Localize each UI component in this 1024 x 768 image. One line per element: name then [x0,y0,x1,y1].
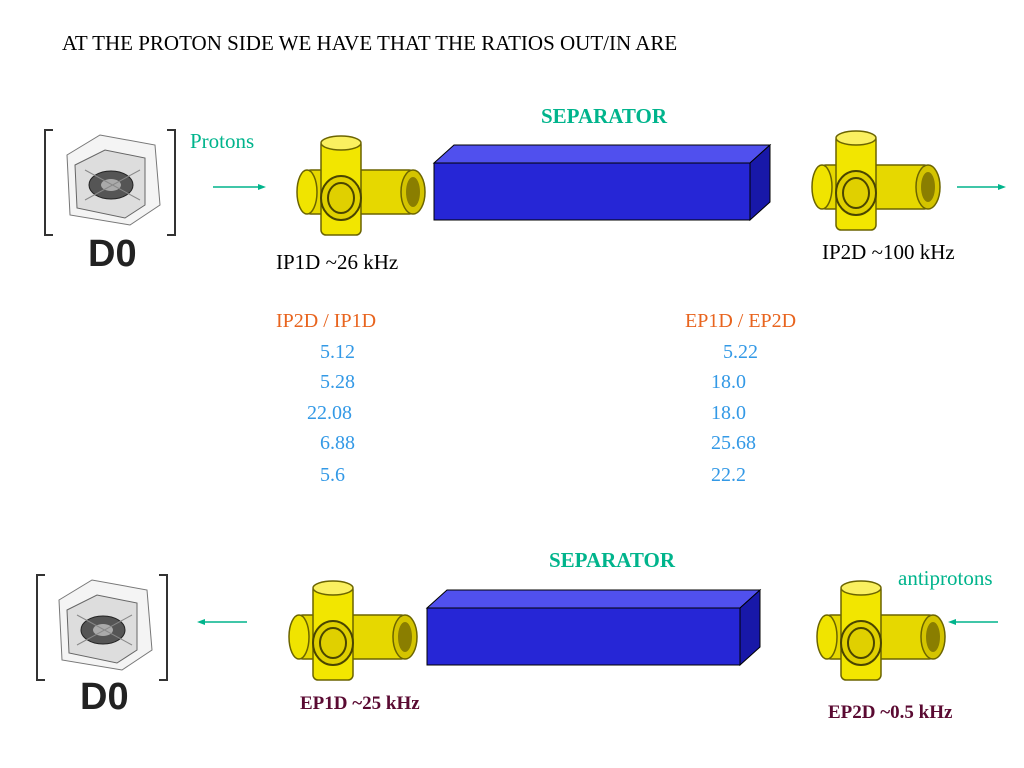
separator-label: SEPARATOR [541,104,668,128]
ratio-value: 22.2 [711,464,746,486]
separator-label: SEPARATOR [549,548,676,572]
arrow [948,619,998,625]
ratio-value: 5.28 [320,371,355,393]
beam-label: antiprotons [898,566,993,590]
rate-label: EP2D ~0.5 kHz [828,702,953,723]
ratio-value: 5.6 [320,464,345,486]
detector-label: D0 [80,676,129,718]
arrow [197,619,247,625]
detector-icon [36,574,168,681]
separator-box [432,143,772,222]
arrow [213,184,266,190]
title: AT THE PROTON SIDE WE HAVE THAT THE RATI… [62,31,677,55]
magnet [288,580,418,681]
separator-box [425,588,762,667]
beam-label: Protons [190,129,254,153]
arrow [957,184,1006,190]
magnet [811,130,941,231]
ratio-value: 6.88 [320,432,355,454]
magnet [296,135,426,236]
ratio-header: EP1D / EP2D [685,310,796,332]
detector-label: D0 [88,233,137,275]
detector-icon [44,129,176,236]
ratio-value: 5.22 [723,341,758,363]
magnet [816,580,946,681]
rate-label: IP1D ~26 kHz [276,250,398,274]
rate-label: EP1D ~25 kHz [300,693,420,714]
ratio-value: 25.68 [711,432,756,454]
ratio-header: IP2D / IP1D [276,310,376,332]
rate-label: IP2D ~100 kHz [822,240,955,264]
ratio-value: 22.08 [307,402,352,424]
ratio-value: 5.12 [320,341,355,363]
ratio-value: 18.0 [711,371,746,393]
ratio-value: 18.0 [711,402,746,424]
